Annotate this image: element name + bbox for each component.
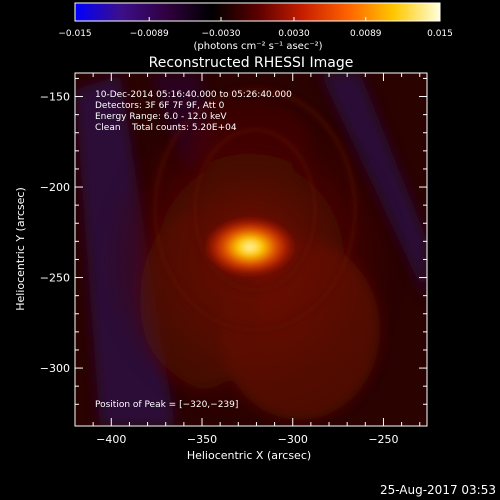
x-axis-label: Heliocentric X (arcsec) (187, 449, 311, 462)
annotation-time: 10-Dec-2014 05:16:40.000 to 05:26:40.000 (95, 90, 292, 100)
y-axis-label: Heliocentric Y (arcsec) (14, 187, 27, 311)
colorbar-tick-label: −0.0089 (130, 29, 169, 39)
y-tick-label: −300 (40, 362, 70, 375)
y-tick-label: −250 (40, 272, 70, 285)
peak-source (204, 217, 296, 277)
footer-date: 25-Aug-2017 03:53 (380, 483, 496, 497)
colorbar-tick-label: −0.0030 (201, 29, 240, 39)
x-tick-label: −400 (96, 433, 126, 446)
x-tick-label: −250 (368, 433, 398, 446)
colorbar-tick-label: 0.0089 (350, 29, 382, 39)
colorbar-unit-label: (photons cm⁻² s⁻¹ asec⁻²) (193, 41, 322, 52)
y-axis: −150 −200 −250 −300 (40, 77, 427, 405)
y-tick-label: −150 (40, 91, 70, 104)
x-tick-label: −350 (187, 433, 217, 446)
colorbar-tick-label: −0.015 (58, 29, 91, 39)
x-tick-label: −300 (278, 433, 308, 446)
annotation-clean: Clean Total counts: 5.20E+04 (95, 123, 237, 133)
colorbar-ticks: −0.015 −0.0089 −0.0030 0.0030 0.0089 0.015 (58, 17, 453, 39)
heatmap-image (75, 73, 427, 426)
x-axis: −400 −350 −300 −250 (92, 73, 421, 446)
plot-frame (74, 72, 428, 427)
annotation-detectors: Detectors: 3F 6F 7F 9F, Att 0 (95, 101, 225, 111)
chart-title: Reconstructed RHESSI Image (149, 55, 354, 71)
annotation-energy: Energy Range: 6.0 - 12.0 keV (95, 112, 227, 122)
colorbar (74, 2, 441, 22)
colorbar-tick-label: 0.015 (427, 29, 453, 39)
peak-position-label: Position of Peak = [−320,−239] (95, 400, 238, 410)
y-tick-label: −200 (40, 181, 70, 194)
colorbar-tick-label: 0.0030 (278, 29, 310, 39)
annotations: 10-Dec-2014 05:16:40.000 to 05:26:40.000… (95, 90, 292, 410)
